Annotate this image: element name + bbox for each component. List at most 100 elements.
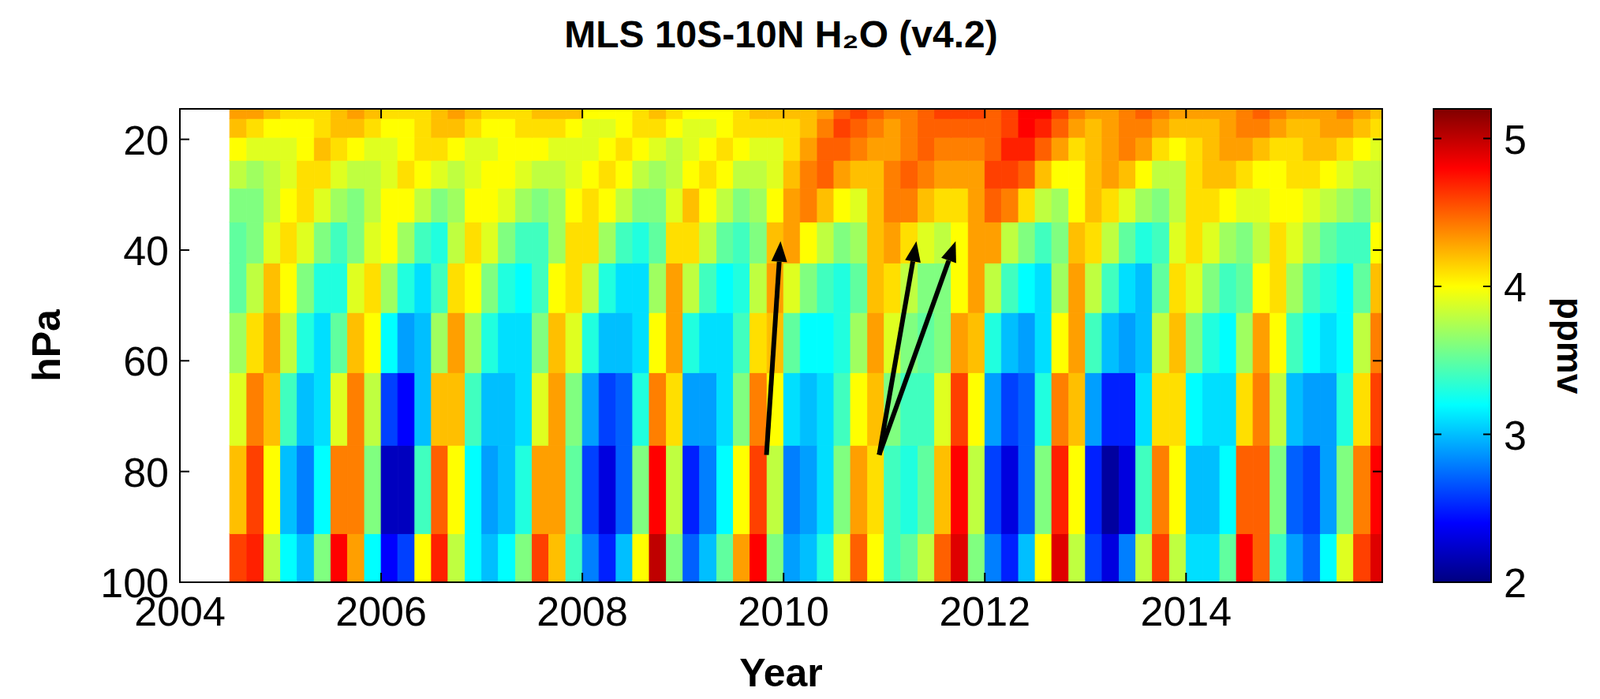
annotation-arrow-head (941, 241, 957, 264)
heatmap-cell (1069, 445, 1086, 535)
heatmap-cell (1069, 160, 1086, 188)
heatmap-cell (582, 188, 599, 223)
heatmap-cell (900, 188, 919, 223)
heatmap-cell (414, 222, 432, 264)
heatmap-cell (515, 160, 532, 188)
heatmap-cell (666, 160, 684, 188)
heatmap-cell (917, 445, 935, 535)
heatmap-cell (1219, 108, 1237, 119)
heatmap-cell (1136, 118, 1153, 138)
heatmap-cell (1119, 118, 1137, 138)
heatmap-cell (649, 160, 667, 188)
heatmap-cell (1001, 534, 1019, 583)
heatmap-cell (465, 445, 483, 535)
heatmap-cell (465, 108, 483, 119)
heatmap-cell (934, 534, 951, 583)
heatmap-cell (381, 160, 398, 188)
heatmap-cell (1018, 534, 1036, 583)
heatmap-cell (465, 262, 483, 313)
y-tick-label: 100 (100, 560, 169, 606)
heatmap-cell (448, 534, 466, 583)
heatmap-cell (968, 108, 985, 119)
heatmap-cell (414, 262, 432, 313)
heatmap-cell (749, 312, 767, 373)
heatmap-cell (498, 160, 516, 188)
heatmap-cell (482, 160, 499, 188)
heatmap-cell (465, 118, 483, 138)
heatmap-cell (330, 312, 348, 373)
heatmap-cell (1219, 445, 1237, 535)
heatmap-cell (1035, 534, 1052, 583)
heatmap-cell (582, 534, 599, 583)
heatmap-cell (817, 372, 834, 445)
heatmap-cell (968, 160, 985, 188)
heatmap-cell (246, 445, 265, 535)
y-tick (179, 581, 190, 584)
heatmap-cell (666, 137, 684, 161)
x-tick (1185, 108, 1187, 119)
heatmap-cell (381, 137, 398, 161)
heatmap-cell (1370, 118, 1383, 138)
heatmap-cell (1286, 372, 1304, 445)
heatmap-cell (732, 160, 750, 188)
heatmap-cell (616, 188, 633, 223)
heatmap-cell (800, 160, 818, 188)
heatmap-cell (280, 372, 298, 445)
heatmap-cell (582, 372, 599, 445)
heatmap-cell (884, 160, 901, 188)
heatmap-cell (951, 262, 969, 313)
heatmap-cell (884, 534, 901, 583)
heatmap-cell (850, 372, 868, 445)
heatmap-cell (1035, 160, 1052, 188)
heatmap-cell (716, 118, 733, 138)
heatmap-cell (1119, 262, 1137, 313)
heatmap-cell (666, 372, 684, 445)
heatmap-cell (1152, 160, 1171, 188)
heatmap-cell (1169, 534, 1186, 583)
heatmap-cell (968, 534, 985, 583)
x-tick (1185, 572, 1187, 583)
heatmap-cell (1001, 108, 1019, 119)
heatmap-cell (1051, 137, 1070, 161)
heatmap-cell (1136, 160, 1153, 188)
heatmap-cell (297, 262, 315, 313)
heatmap-cell (498, 445, 516, 535)
heatmap-cell (1169, 372, 1186, 445)
heatmap-cell (229, 262, 247, 313)
x-tick (782, 108, 785, 119)
heatmap-cell (1169, 108, 1186, 119)
heatmap-cell (314, 534, 331, 583)
heatmap-cell (397, 137, 415, 161)
heatmap-cell (1337, 445, 1354, 535)
heatmap-cell (263, 188, 281, 223)
heatmap-cell (1303, 108, 1321, 119)
heatmap-cell (1018, 137, 1036, 161)
heatmap-cell (1119, 160, 1137, 188)
x-tick (179, 572, 181, 583)
heatmap-cell (431, 222, 449, 264)
y-tick (1372, 359, 1383, 362)
heatmap-cell (1169, 160, 1186, 188)
heatmap-cell (968, 118, 985, 138)
heatmap-cell (548, 160, 566, 188)
heatmap-cell (364, 137, 382, 161)
heatmap-cell (616, 445, 633, 535)
heatmap-cell (1069, 118, 1086, 138)
heatmap-cell (548, 188, 566, 223)
heatmap-cell (582, 118, 599, 138)
x-tick (380, 108, 382, 119)
colorbar-tick (1483, 285, 1492, 288)
heatmap-cell (649, 222, 667, 264)
heatmap-cell (666, 188, 684, 223)
heatmap-cell (732, 188, 750, 223)
heatmap-cell (229, 160, 247, 188)
heatmap-cell (1320, 160, 1338, 188)
heatmap-cell (330, 445, 348, 535)
heatmap-cell (531, 188, 549, 223)
heatmap-cell (1152, 312, 1171, 373)
heatmap-cell (616, 372, 633, 445)
heatmap-cell (1035, 445, 1052, 535)
heatmap-cell (1085, 534, 1103, 583)
heatmap-cell (347, 262, 365, 313)
heatmap-cell (246, 160, 265, 188)
